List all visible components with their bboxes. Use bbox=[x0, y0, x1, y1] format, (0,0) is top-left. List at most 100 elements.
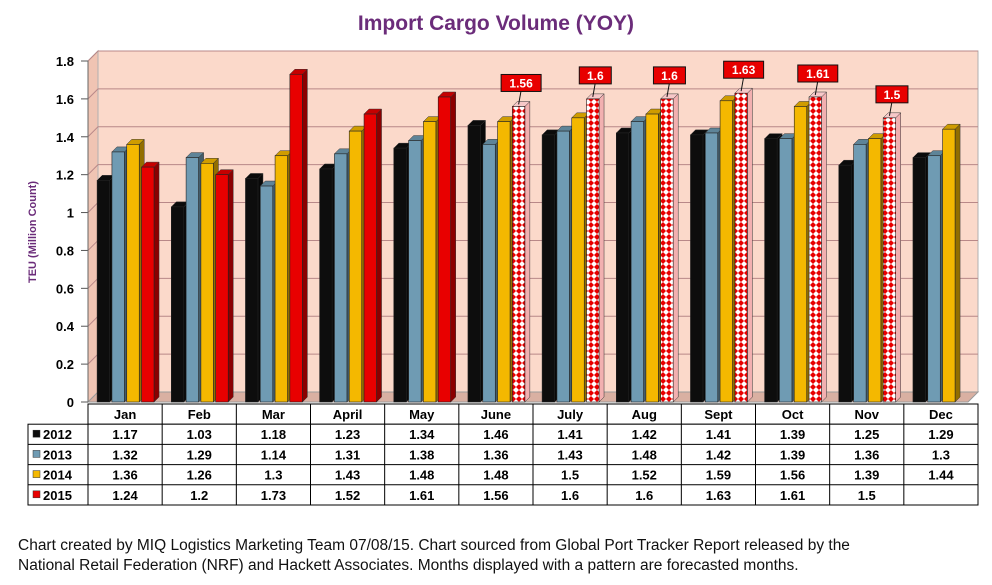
bar-front bbox=[111, 151, 125, 403]
table-cell: 1.17 bbox=[112, 427, 137, 442]
bar-2015-may bbox=[437, 91, 457, 403]
table-cell: 1.36 bbox=[854, 447, 879, 462]
table-cell: 1.25 bbox=[854, 427, 879, 442]
table-cell: 1.46 bbox=[483, 427, 508, 442]
bar-side bbox=[302, 68, 308, 403]
category-label: Nov bbox=[854, 407, 879, 422]
category-label: Mar bbox=[262, 407, 285, 422]
table-cell: 1.43 bbox=[335, 468, 360, 483]
bar-2013-jan bbox=[111, 146, 131, 403]
bar-front bbox=[437, 96, 452, 403]
table-cell: 1.61 bbox=[780, 488, 805, 503]
gridline bbox=[87, 88, 978, 100]
table-cell: 1.56 bbox=[483, 488, 508, 503]
bar-2012-nov bbox=[838, 159, 857, 403]
bar-front bbox=[363, 113, 377, 403]
category-label: Feb bbox=[188, 407, 211, 422]
legend-swatch-2012 bbox=[32, 429, 41, 438]
table-cell: 1.5 bbox=[858, 488, 876, 503]
table-cell: 1.48 bbox=[483, 468, 508, 483]
bar-side bbox=[153, 161, 160, 403]
bar-front bbox=[690, 134, 704, 403]
bar-front bbox=[512, 106, 526, 403]
bar-2015-nov bbox=[882, 112, 902, 403]
legend-label-2012: 2012 bbox=[43, 427, 72, 442]
bar-front bbox=[482, 144, 496, 403]
table-cell: 1.2 bbox=[190, 488, 208, 503]
table-cell: 1.5 bbox=[561, 468, 579, 483]
callout-box bbox=[797, 64, 839, 83]
table-cell: 1.41 bbox=[706, 427, 731, 442]
forecast-callout-sept: 1.63 bbox=[723, 60, 765, 92]
category-label: Dec bbox=[929, 407, 953, 422]
y-tick-label: 1 bbox=[67, 206, 74, 221]
category-label: July bbox=[557, 407, 584, 422]
table-cell: 1.3 bbox=[932, 447, 950, 462]
forecast-callout-july: 1.6 bbox=[578, 66, 612, 97]
bar-2015-mar bbox=[289, 68, 308, 403]
footnote-line-1: Chart created by MIQ Logistics Marketing… bbox=[18, 537, 850, 554]
chart-title: Import Cargo Volume (YOY) bbox=[358, 12, 634, 35]
plot-side-wall bbox=[87, 49, 99, 404]
y-tick-label: 1.2 bbox=[56, 168, 74, 183]
bar-front bbox=[645, 113, 659, 403]
callout-label: 1.63 bbox=[732, 63, 756, 77]
table-cell: 1.41 bbox=[557, 427, 582, 442]
callout-label: 1.5 bbox=[884, 88, 901, 102]
legend-label-2014: 2014 bbox=[43, 468, 73, 483]
legend-swatch-2014 bbox=[32, 470, 41, 478]
callout-label: 1.6 bbox=[587, 69, 604, 83]
table-cell: 1.61 bbox=[409, 488, 434, 503]
table-cell: 1.14 bbox=[261, 447, 287, 462]
bar-side bbox=[954, 123, 961, 403]
bar-2015-june bbox=[511, 100, 531, 403]
callout-leader bbox=[592, 82, 596, 97]
callout-box bbox=[500, 73, 542, 92]
bar-front bbox=[660, 98, 674, 403]
bar-front bbox=[779, 138, 793, 403]
bar-front bbox=[808, 96, 822, 403]
bar-front bbox=[793, 106, 808, 403]
bar-front bbox=[630, 121, 644, 403]
gridline bbox=[87, 126, 978, 138]
table-cell: 1.29 bbox=[928, 427, 953, 442]
bar-front bbox=[259, 185, 274, 403]
bar-front bbox=[719, 100, 733, 403]
category-label: April bbox=[333, 407, 363, 422]
table-cell: 1.26 bbox=[187, 468, 212, 483]
bar-front bbox=[942, 128, 956, 403]
bar-front bbox=[586, 98, 600, 403]
table-cell: 1.39 bbox=[854, 468, 879, 483]
legend-label-2015: 2015 bbox=[43, 488, 72, 503]
import-cargo-chart: Import Cargo Volume (YOY) TEU (Million C… bbox=[27, 12, 980, 506]
bar-2014-dec bbox=[941, 123, 961, 403]
y-tick-label: 0.8 bbox=[56, 243, 74, 258]
y-tick-label: 0.6 bbox=[56, 281, 74, 296]
table-cell: 1.73 bbox=[261, 488, 286, 503]
y-axis-label: TEU (Million Count) bbox=[27, 181, 39, 283]
category-label: June bbox=[481, 407, 511, 422]
callout-leader bbox=[666, 82, 670, 97]
bar-front bbox=[319, 168, 333, 403]
bar-front bbox=[615, 132, 630, 403]
table-cell: 1.3 bbox=[264, 468, 282, 483]
bar-front bbox=[141, 166, 155, 403]
table-cell: 1.29 bbox=[187, 447, 212, 462]
bar-front bbox=[734, 92, 748, 403]
bar-front bbox=[408, 140, 422, 403]
table-cell: 1.6 bbox=[635, 488, 653, 503]
callout-label: 1.61 bbox=[806, 67, 830, 81]
bar-front bbox=[289, 73, 303, 403]
bar-front bbox=[571, 117, 585, 403]
bar-front bbox=[215, 174, 229, 403]
bar-front bbox=[556, 130, 570, 403]
table-cell: 1.48 bbox=[632, 447, 657, 462]
callout-label: 1.6 bbox=[661, 69, 678, 83]
y-tick-label: 1.4 bbox=[56, 130, 75, 145]
table-cell: 1.23 bbox=[335, 427, 360, 442]
table-cell: 1.56 bbox=[780, 468, 805, 483]
forecast-callout-june: 1.56 bbox=[500, 73, 542, 105]
table-cell: 1.63 bbox=[706, 488, 731, 503]
bar-2015-oct bbox=[808, 91, 828, 403]
bar-front bbox=[274, 155, 288, 403]
